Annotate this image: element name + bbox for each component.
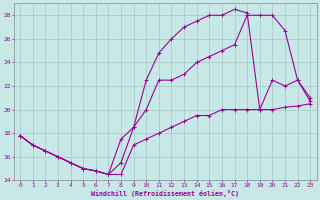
X-axis label: Windchill (Refroidissement éolien,°C): Windchill (Refroidissement éolien,°C) xyxy=(91,190,239,197)
